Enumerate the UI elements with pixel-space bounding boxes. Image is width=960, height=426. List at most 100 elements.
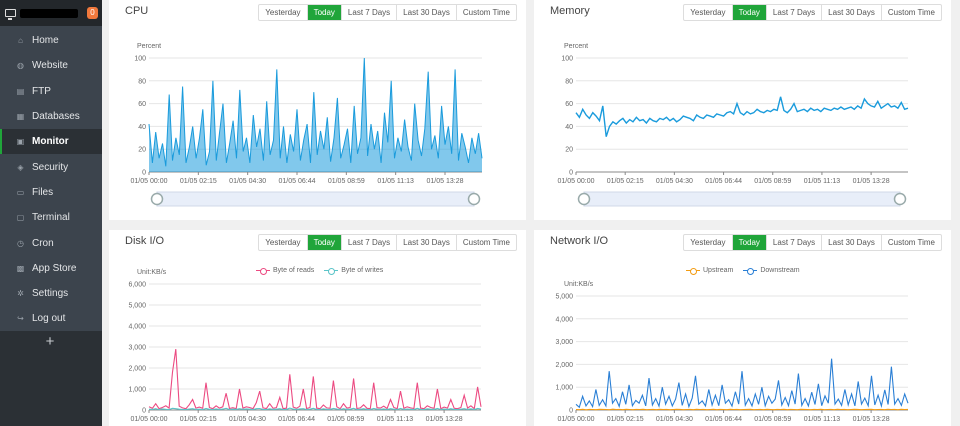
home-icon: ⌂ xyxy=(18,36,23,46)
range-tab-custom-time[interactable]: Custom Time xyxy=(455,5,516,20)
sidebar-item-app-store[interactable]: ▩ App Store xyxy=(0,256,102,281)
database-icon: ▦ xyxy=(16,112,25,122)
y-tick-label: 60 xyxy=(565,101,573,108)
legend-item[interactable]: Byte of writes xyxy=(324,267,383,275)
y-tick-label: 5,000 xyxy=(128,303,146,310)
disk-io-legend: Byte of reads Byte of writes xyxy=(256,267,393,275)
range-tab-last-7-days[interactable]: Last 7 Days xyxy=(340,235,396,250)
memory-range-tabs: Yesterday Today Last 7 Days Last 30 Days Cus… xyxy=(683,4,942,21)
sidebar-item-label: Databases xyxy=(32,111,80,123)
sidebar-menu: ⌂ Home ◍ Website ▤ FTP ▦ Databases ▣ Monitor ◈ Secu… xyxy=(0,28,102,332)
disk-io-chart: Unit:KB/s 0 1,000 2,000 3,000 4,000 5,000 6,000… xyxy=(128,269,482,423)
legend-item[interactable]: Upstream xyxy=(686,267,733,275)
cpu-range-tabs: Yesterday Today Last 7 Days Last 30 Days Cus… xyxy=(258,4,517,21)
range-tab-last-7-days[interactable]: Last 7 Days xyxy=(765,235,821,250)
y-axis-label: Unit:KB/s xyxy=(137,269,167,276)
disk-io-panel-title: Disk I/O xyxy=(125,235,165,247)
grid-icon: ▩ xyxy=(16,263,25,273)
zoom-handle-left[interactable] xyxy=(150,192,164,206)
sidebar-item-ftp[interactable]: ▤ FTP xyxy=(0,79,102,104)
range-tab-yesterday[interactable]: Yesterday xyxy=(690,8,726,17)
x-tick-label: 01/05 13:28 xyxy=(853,416,890,423)
y-tick-label: 80 xyxy=(138,78,146,85)
y-tick-label: 80 xyxy=(565,78,573,85)
x-tick-label: 01/05 11:13 xyxy=(377,416,414,423)
range-tab-yesterday[interactable]: Yesterday xyxy=(265,238,301,247)
zoom-handle-right[interactable] xyxy=(467,192,481,206)
network-io-chart: Unit:KB/s 0 1,000 2,000 3,000 4,000 5,000 01/05… xyxy=(555,281,909,423)
y-axis-label: Unit:KB/s xyxy=(564,281,594,288)
sidebar-item-terminal[interactable]: ▢ Terminal xyxy=(0,205,102,230)
disk-io-range-tabs: Yesterday Today Last 7 Days Last 30 Days Cus… xyxy=(258,234,517,251)
range-tab-today[interactable]: Today xyxy=(731,5,766,20)
x-tick-label: 01/05 02:15 xyxy=(180,416,217,423)
range-tab-last-30-days[interactable]: Last 30 Days xyxy=(821,5,881,20)
y-tick-label: 0 xyxy=(569,408,573,415)
range-tab-custom-time[interactable]: Custom Time xyxy=(880,235,941,250)
x-tick-label: 01/05 00:00 xyxy=(131,178,168,185)
zoom-handle-left[interactable] xyxy=(577,192,591,206)
range-tab-custom-time[interactable]: Custom Time xyxy=(455,235,516,250)
legend-label: Byte of reads xyxy=(273,267,315,274)
y-tick-label: 60 xyxy=(138,101,146,108)
sidebar-item-label: Monitor xyxy=(32,136,69,148)
legend-item[interactable]: Downstream xyxy=(743,267,800,275)
series-line xyxy=(575,96,909,137)
x-tick-label: 01/05 02:15 xyxy=(607,178,644,185)
network-io-panel: Network I/O Yesterday Today Last 7 Days Las… xyxy=(534,230,951,426)
sidebar-item-security[interactable]: ◈ Security xyxy=(0,154,102,179)
y-tick-label: 100 xyxy=(561,56,573,63)
y-tick-label: 6,000 xyxy=(128,282,146,289)
sidebar-item-label: FTP xyxy=(32,85,51,97)
sidebar-item-label: App Store xyxy=(32,262,77,274)
series-line xyxy=(148,407,482,411)
range-tab-last-7-days[interactable]: Last 7 Days xyxy=(765,5,821,20)
x-tick-label: 01/05 11:13 xyxy=(804,178,841,185)
y-axis-label: Percent xyxy=(137,43,161,50)
range-tab-last-30-days[interactable]: Last 30 Days xyxy=(396,235,456,250)
range-tab-last-7-days[interactable]: Last 7 Days xyxy=(340,5,396,20)
range-tab-today[interactable]: Today xyxy=(306,235,341,250)
memory-chart: Percent 0 20 40 60 80 100 01/05 00:00 01/05 02:1… xyxy=(558,43,909,207)
range-tab-today[interactable]: Today xyxy=(306,5,341,20)
sidebar-item-label: Security xyxy=(32,161,69,173)
sidebar-item-settings[interactable]: ✲ Settings xyxy=(0,281,102,306)
clock-icon: ◷ xyxy=(17,238,24,248)
x-tick-label: 01/05 13:28 xyxy=(427,178,464,185)
sidebar-item-label: Home xyxy=(32,35,59,47)
sidebar-item-label: Website xyxy=(32,60,68,72)
x-tick-label: 01/05 08:59 xyxy=(327,416,364,423)
y-tick-label: 20 xyxy=(138,147,146,154)
sidebar-item-monitor[interactable]: ▣ Monitor xyxy=(0,129,102,155)
network-io-legend: Upstream Downstream xyxy=(686,267,810,275)
sidebar-item-log-out[interactable]: ↪ Log out xyxy=(0,306,102,331)
range-tab-custom-time[interactable]: Custom Time xyxy=(880,5,941,20)
notification-badge[interactable]: 0 xyxy=(87,7,98,19)
range-tab-today[interactable]: Today xyxy=(731,235,766,250)
cpu-chart: Percent 0 20 40 60 80 100 01/05 00:00 01/05 02:1… xyxy=(131,43,483,207)
sidebar-item-cron[interactable]: ◷ Cron xyxy=(0,230,102,255)
monitor-icon: ▣ xyxy=(16,137,25,147)
series-line xyxy=(575,358,909,409)
legend-item[interactable]: Byte of reads xyxy=(256,267,315,275)
range-tab-yesterday[interactable]: Yesterday xyxy=(690,238,726,247)
range-tab-yesterday[interactable]: Yesterday xyxy=(265,8,301,17)
terminal-icon: ▢ xyxy=(16,213,25,223)
y-tick-label: 40 xyxy=(565,124,573,131)
x-tick-label: 01/05 02:15 xyxy=(607,416,644,423)
sidebar-item-files[interactable]: ▭ Files xyxy=(0,180,102,205)
zoom-handle-right[interactable] xyxy=(893,192,907,206)
sidebar-item-home[interactable]: ⌂ Home xyxy=(0,28,102,53)
x-tick-label: 01/05 11:13 xyxy=(377,178,414,185)
sidebar-item-databases[interactable]: ▦ Databases xyxy=(0,104,102,129)
memory-panel: Memory Yesterday Today Last 7 Days Last 30 … xyxy=(534,0,951,220)
ftp-icon: ▤ xyxy=(16,86,25,96)
range-tab-last-30-days[interactable]: Last 30 Days xyxy=(396,5,456,20)
range-tab-last-30-days[interactable]: Last 30 Days xyxy=(821,235,881,250)
sidebar-item-website[interactable]: ◍ Website xyxy=(0,53,102,78)
y-tick-label: 2,000 xyxy=(128,366,146,373)
y-tick-label: 100 xyxy=(134,56,146,63)
y-tick-label: 2,000 xyxy=(555,362,573,369)
x-tick-label: 01/05 06:44 xyxy=(278,416,315,423)
add-icon[interactable]: + xyxy=(45,333,55,350)
